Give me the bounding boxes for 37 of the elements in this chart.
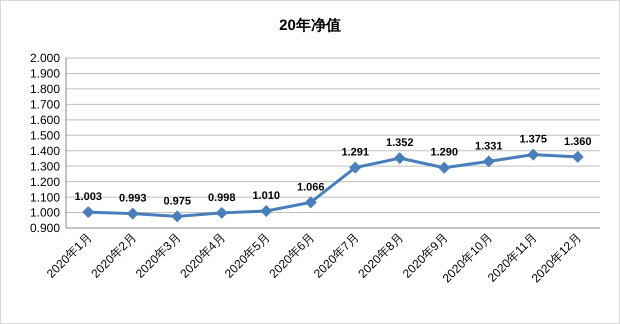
data-label: 1.290 <box>430 146 458 159</box>
point <box>171 210 184 222</box>
point <box>304 196 317 208</box>
y-tick-label: 1.200 <box>30 174 60 189</box>
data-label: 0.975 <box>163 195 192 208</box>
point <box>82 206 94 218</box>
data-label: 1.352 <box>386 137 414 150</box>
data-label: 1.066 <box>296 181 325 194</box>
y-tick-label: 2.000 <box>30 51 60 66</box>
point <box>349 162 362 174</box>
y-tick-label: 1.300 <box>30 159 60 174</box>
y-tick-label: 1.700 <box>30 98 60 112</box>
data-label: 1.003 <box>74 191 102 204</box>
y-tick-label: 1.900 <box>30 66 60 81</box>
point <box>126 208 139 220</box>
point <box>260 205 272 217</box>
data-label: 1.010 <box>252 190 280 202</box>
y-tick-label: 0.900 <box>30 221 60 236</box>
point <box>482 155 495 168</box>
point <box>527 148 540 161</box>
chart-title: 20年净值 <box>279 17 341 34</box>
y-tick-label: 1.400 <box>30 144 60 158</box>
data-label: 1.375 <box>519 134 548 146</box>
point <box>394 152 406 164</box>
y-tick-label: 1.100 <box>30 190 60 204</box>
y-tick-label: 1.500 <box>30 128 60 142</box>
data-label: 1.360 <box>564 136 592 148</box>
data-label: 1.331 <box>474 140 503 152</box>
y-tick-label: 1.600 <box>30 113 60 128</box>
point <box>438 162 450 174</box>
y-tick-label: 1.000 <box>30 206 60 220</box>
point <box>216 206 228 219</box>
point <box>572 150 584 163</box>
data-label: 1.291 <box>341 146 370 159</box>
y-tick-label: 1.800 <box>30 82 60 96</box>
data-label: 0.998 <box>208 192 236 204</box>
data-label: 0.993 <box>118 192 147 205</box>
